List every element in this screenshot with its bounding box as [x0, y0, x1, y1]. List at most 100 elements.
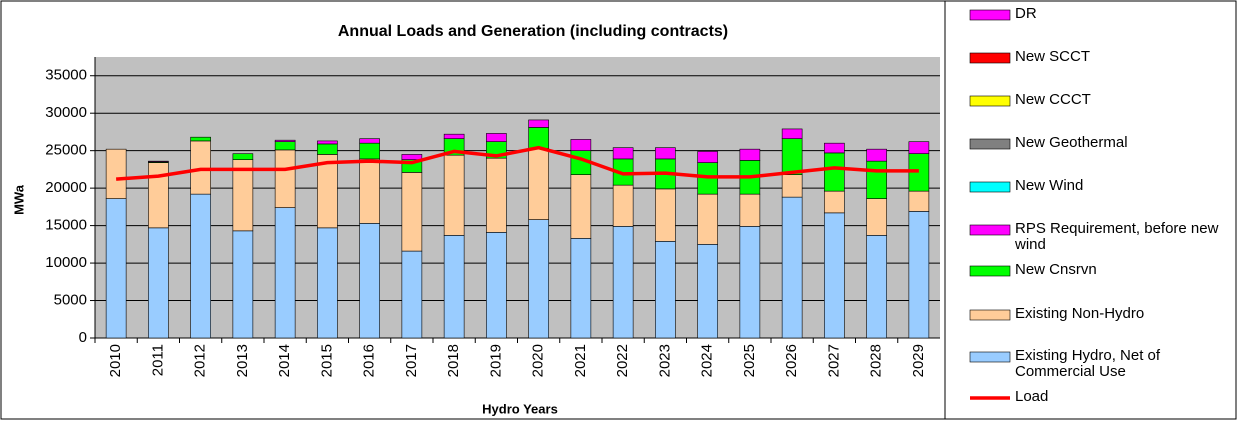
x-tick-label: 2011	[149, 344, 166, 376]
legend-label: RPS Requirement, before new wind	[1015, 220, 1219, 253]
bar-segment	[655, 147, 676, 160]
bar-segment	[274, 141, 296, 151]
legend-swatch	[969, 224, 1011, 236]
legend-label: New SCCT	[1015, 48, 1091, 65]
line-series	[116, 145, 919, 181]
bar-segment	[866, 235, 887, 339]
bar-segment	[824, 212, 845, 339]
bar-segment	[232, 153, 254, 160]
bar-segment	[908, 141, 930, 154]
x-tick-label: 2024	[699, 344, 716, 377]
legend-swatch	[969, 52, 1011, 64]
bar-segment	[274, 207, 296, 339]
y-tick-label: 0	[79, 329, 87, 346]
x-tick-label: 2026	[783, 344, 800, 377]
x-tick-label: 2022	[614, 344, 631, 377]
bar-segment	[908, 190, 930, 212]
x-tick-label: 2021	[572, 344, 589, 377]
bar-segment	[401, 172, 423, 252]
legend-swatch	[969, 309, 1011, 321]
legend-swatch	[969, 9, 1011, 21]
bar-segment	[612, 226, 634, 339]
bar-segment	[359, 223, 380, 339]
x-tick-label: 2013	[234, 344, 251, 377]
x-tick-label: 2029	[910, 344, 927, 377]
bar-segment	[190, 193, 211, 339]
bar-segment	[401, 250, 423, 339]
bar-segment	[359, 142, 380, 160]
bar-segment	[655, 241, 676, 339]
x-tick-label: 2019	[487, 344, 504, 377]
bar-segment	[528, 127, 549, 149]
bar-segment	[739, 226, 761, 339]
x-tick-label: 2025	[741, 344, 758, 377]
bar-segment	[105, 148, 127, 199]
legend-label: Existing Non-Hydro	[1015, 305, 1145, 322]
bar-segment	[274, 139, 296, 142]
legend-label: New Geothermal	[1015, 134, 1128, 151]
x-axis-label: Hydro Years	[482, 401, 558, 416]
bar-segment	[824, 142, 845, 154]
bar-segment	[486, 133, 507, 142]
x-tick-label: 2010	[107, 344, 124, 377]
bar-segment	[781, 128, 803, 139]
bar-segment	[528, 219, 549, 339]
bar-segment	[317, 140, 338, 145]
y-tick-label: 35000	[45, 67, 87, 84]
chart-title: Annual Loads and Generation (including c…	[338, 23, 728, 40]
bar-segment	[528, 119, 549, 128]
bar-segment	[317, 227, 338, 339]
x-tick-label: 2015	[318, 344, 335, 377]
bar-segment	[781, 196, 803, 339]
x-tick-label: 2016	[361, 344, 378, 377]
bar-segment	[866, 148, 887, 162]
legend-label: New CCCT	[1015, 91, 1091, 108]
legend-label: New Cnsrvn	[1015, 261, 1097, 278]
bar-segment	[697, 193, 718, 245]
y-tick-label: 25000	[45, 142, 87, 159]
y-axis-label: MWa	[11, 184, 26, 215]
y-tick-label: 30000	[45, 104, 87, 121]
x-tick-label: 2017	[403, 344, 420, 377]
bar-segment	[105, 198, 127, 339]
bar-segment	[739, 193, 761, 227]
y-tick-label: 5000	[54, 292, 87, 309]
bar-segment	[612, 147, 634, 160]
bar-segment	[190, 140, 211, 195]
legend-frame	[944, 0, 1237, 420]
bar-segment	[570, 139, 592, 151]
legend-label: New Wind	[1015, 177, 1084, 194]
bar-segment	[697, 244, 718, 339]
legend-swatch	[969, 265, 1011, 277]
bar-segment	[486, 157, 507, 233]
y-tick-label: 15000	[45, 217, 87, 234]
bar-segment	[908, 211, 930, 339]
legend-label: Existing Hydro, Net of Commercial Use	[1015, 347, 1161, 380]
bar-segment	[148, 227, 169, 339]
bar-segment	[697, 151, 718, 163]
legend-swatch	[969, 181, 1011, 193]
bar-segment	[443, 133, 465, 139]
x-tick-label: 2014	[276, 344, 293, 377]
bar-segment	[274, 149, 296, 208]
x-tick-label: 2012	[192, 344, 209, 377]
bar-segment	[443, 235, 465, 339]
legend-label: DR	[1015, 5, 1037, 22]
y-tick-label: 10000	[45, 254, 87, 271]
bar-segment	[612, 184, 634, 227]
x-tick-label: 2027	[825, 344, 842, 377]
bar-segment	[317, 143, 338, 155]
bar-segment	[824, 190, 845, 214]
bar-segment	[148, 162, 169, 229]
bar-segment	[781, 174, 803, 198]
legend-swatch	[969, 138, 1011, 150]
bar-segment	[739, 148, 761, 161]
y-tick-label: 20000	[45, 179, 87, 196]
x-tick-label: 2023	[656, 344, 673, 377]
bar-segment	[824, 152, 845, 192]
bar-segment	[570, 238, 592, 339]
bar-segment	[866, 160, 887, 199]
bar-segment	[443, 154, 465, 236]
bar-segment	[232, 230, 254, 339]
